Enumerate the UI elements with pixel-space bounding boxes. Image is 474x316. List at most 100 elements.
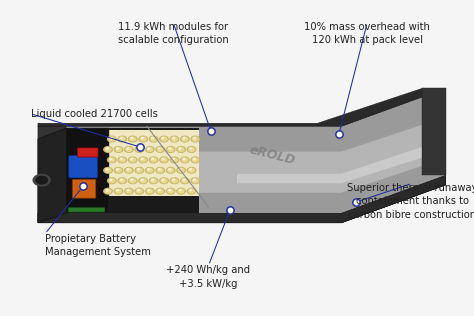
Circle shape — [179, 148, 181, 149]
Circle shape — [104, 188, 112, 194]
Circle shape — [162, 179, 164, 180]
Circle shape — [162, 158, 164, 160]
Circle shape — [110, 137, 112, 139]
Circle shape — [178, 168, 184, 172]
Circle shape — [189, 168, 194, 172]
Circle shape — [149, 157, 158, 163]
FancyBboxPatch shape — [69, 155, 98, 178]
Circle shape — [120, 158, 122, 160]
Circle shape — [191, 157, 200, 163]
Polygon shape — [422, 88, 446, 175]
Circle shape — [118, 157, 127, 163]
Circle shape — [137, 148, 142, 151]
Point — [226, 208, 234, 213]
Circle shape — [109, 179, 115, 183]
Circle shape — [161, 179, 167, 183]
Circle shape — [114, 167, 123, 173]
Circle shape — [139, 157, 147, 163]
Polygon shape — [38, 175, 446, 223]
Circle shape — [151, 158, 156, 162]
Point — [335, 132, 343, 137]
Circle shape — [181, 157, 189, 163]
Point — [136, 144, 144, 149]
Polygon shape — [237, 139, 446, 183]
Circle shape — [193, 158, 195, 160]
Circle shape — [127, 169, 129, 170]
Circle shape — [151, 137, 156, 141]
Circle shape — [148, 148, 150, 149]
Circle shape — [117, 169, 118, 170]
Circle shape — [110, 158, 112, 160]
Polygon shape — [38, 128, 66, 223]
Circle shape — [126, 189, 132, 193]
Circle shape — [187, 167, 196, 173]
Circle shape — [147, 148, 153, 151]
Circle shape — [105, 168, 111, 172]
Polygon shape — [38, 88, 446, 213]
Point — [226, 208, 234, 213]
Circle shape — [117, 190, 118, 191]
Circle shape — [120, 137, 122, 139]
Circle shape — [162, 137, 164, 139]
Text: eROLD: eROLD — [248, 143, 297, 167]
Circle shape — [131, 158, 133, 160]
Polygon shape — [166, 117, 446, 193]
Circle shape — [137, 169, 139, 170]
Circle shape — [156, 147, 164, 152]
Point — [79, 184, 87, 189]
Circle shape — [147, 189, 153, 193]
Circle shape — [108, 178, 116, 184]
Circle shape — [191, 178, 200, 184]
Text: Propietary Battery
Management System: Propietary Battery Management System — [45, 234, 151, 257]
Point — [207, 129, 215, 134]
Circle shape — [119, 137, 125, 141]
Text: Superior thermal runaway
containment thanks to
carbon bibre construction: Superior thermal runaway containment tha… — [347, 183, 474, 220]
Circle shape — [152, 158, 154, 160]
Circle shape — [190, 169, 191, 170]
Circle shape — [127, 148, 129, 149]
Circle shape — [116, 168, 121, 172]
Circle shape — [116, 148, 121, 151]
Circle shape — [183, 179, 185, 180]
Circle shape — [118, 136, 127, 142]
Circle shape — [127, 190, 129, 191]
Point — [352, 200, 359, 205]
Circle shape — [135, 188, 144, 194]
Circle shape — [125, 167, 133, 173]
Circle shape — [128, 136, 137, 142]
Circle shape — [131, 179, 133, 180]
Circle shape — [168, 148, 173, 151]
Text: Liquid cooled 21700 cells: Liquid cooled 21700 cells — [31, 109, 158, 119]
Circle shape — [116, 189, 121, 193]
Circle shape — [172, 158, 177, 162]
Circle shape — [140, 158, 146, 162]
Circle shape — [105, 189, 111, 193]
Circle shape — [130, 158, 136, 162]
Circle shape — [178, 189, 184, 193]
Polygon shape — [38, 88, 446, 126]
Circle shape — [120, 179, 122, 180]
Circle shape — [157, 168, 163, 172]
Circle shape — [104, 147, 112, 152]
Circle shape — [173, 179, 174, 180]
Circle shape — [36, 176, 47, 184]
FancyBboxPatch shape — [77, 148, 98, 157]
Circle shape — [137, 190, 139, 191]
Circle shape — [114, 147, 123, 152]
Polygon shape — [104, 130, 199, 196]
Circle shape — [182, 158, 188, 162]
Circle shape — [146, 188, 154, 194]
Circle shape — [158, 148, 160, 149]
Circle shape — [166, 188, 175, 194]
Circle shape — [151, 179, 156, 183]
Circle shape — [192, 137, 198, 141]
Circle shape — [141, 179, 143, 180]
Text: 11.9 kWh modules for
scalable configuration: 11.9 kWh modules for scalable configurat… — [118, 22, 228, 45]
Circle shape — [160, 136, 168, 142]
Circle shape — [147, 168, 153, 172]
Circle shape — [156, 188, 164, 194]
Circle shape — [118, 178, 127, 184]
Circle shape — [183, 137, 185, 139]
Circle shape — [106, 169, 108, 170]
Circle shape — [140, 179, 146, 183]
